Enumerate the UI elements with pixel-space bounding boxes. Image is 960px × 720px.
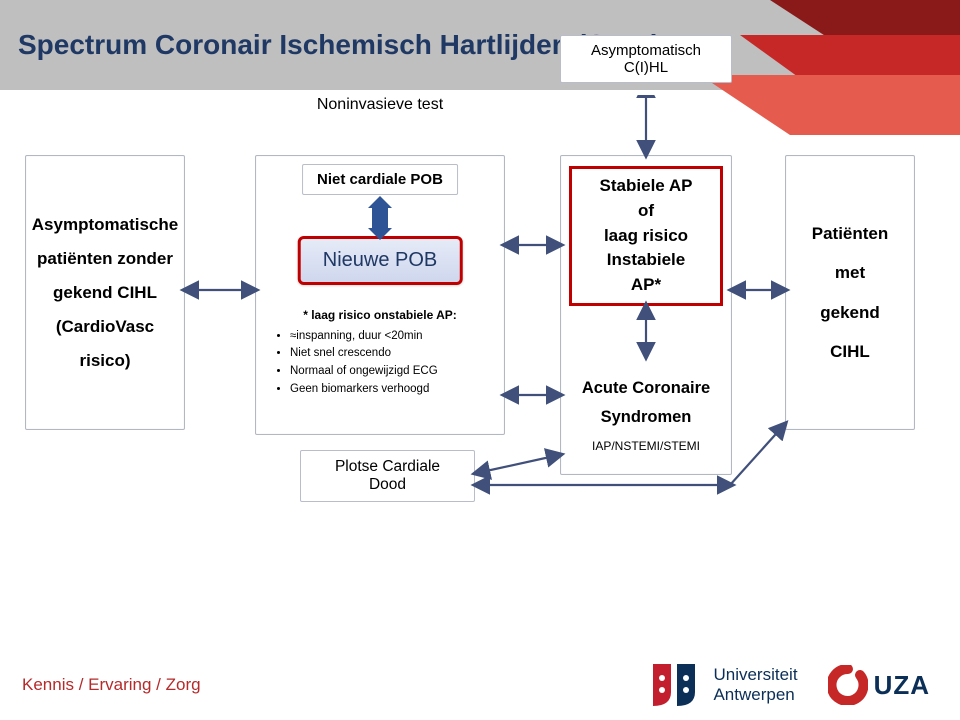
stabiele-l5: AP* xyxy=(631,273,661,298)
acs-l1: Acute Coronaire xyxy=(582,379,710,397)
header-bar: Spectrum Coronair Ischemisch Hartlijden … xyxy=(0,0,960,90)
diagram-canvas: Asymptomatisch C(I)HL Asymptomatische pa… xyxy=(0,95,960,615)
arrow-plotse-acs xyxy=(477,455,559,473)
plotse-text: Plotse Cardiale Dood xyxy=(335,458,440,493)
box-plotse-dood: Plotse Cardiale Dood xyxy=(300,450,475,502)
box-asymp-cihl: Asymptomatisch C(I)HL xyxy=(560,35,732,83)
acs-label: Acute Coronaire Syndromen IAP/NSTEMI/STE… xyxy=(561,374,731,457)
niet-cardiale-text: Niet cardiale POB xyxy=(317,171,443,188)
stabiele-l3: laag risico xyxy=(604,224,688,249)
col-stabiele-acs: Stabiele AP of laag risico Instabiele AP… xyxy=(560,155,732,475)
footer-tagline: Kennis / Ervaring / Zorg xyxy=(22,675,201,695)
stabiele-l1: Stabiele AP xyxy=(600,174,693,199)
acs-sub: IAP/NSTEMI/STEMI xyxy=(561,436,731,457)
logo-uza: UZA xyxy=(828,665,930,705)
arrow-plotse-right-2 xyxy=(730,425,784,485)
bullets-laag-risico: * laag risico onstabiele AP: ≈inspanning… xyxy=(264,306,496,399)
acs-l2: Syndromen xyxy=(601,408,692,426)
asymp-cihl-text: Asymptomatisch C(I)HL xyxy=(591,42,701,76)
bullet-4: Geen biomarkers verhoogd xyxy=(290,381,496,399)
bullet-2: Niet snel crescendo xyxy=(290,345,496,363)
uza-text: UZA xyxy=(874,670,930,701)
box-nieuwe-pob: Nieuwe POB xyxy=(298,236,463,285)
footer-logos: Universiteit Antwerpen UZA xyxy=(647,660,930,710)
left-l1: Asymptomatische xyxy=(32,208,178,242)
uza-swirl-icon xyxy=(828,665,868,705)
bullet-1: ≈inspanning, duur <20min xyxy=(290,328,496,346)
right-l1: Patiënten xyxy=(812,214,889,253)
box-niet-cardiale-pob: Niet cardiale POB xyxy=(302,164,458,195)
right-l4: CIHL xyxy=(830,332,870,371)
ua-text: Universiteit Antwerpen xyxy=(713,665,797,704)
stabiele-l2: of xyxy=(638,199,654,224)
box-stabiele-ap: Stabiele AP of laag risico Instabiele AP… xyxy=(569,166,723,306)
right-l3: gekend xyxy=(820,293,880,332)
right-l2: met xyxy=(835,253,865,292)
left-l2: patiënten zonder xyxy=(37,242,173,276)
left-l4: (CardioVasc xyxy=(56,310,154,344)
col-middle: Noninvasieve test Niet cardiale POB Nieu… xyxy=(255,155,505,435)
col-known-cihl: Patiënten met gekend CIHL xyxy=(785,155,915,430)
left-l3: gekend CIHL xyxy=(53,276,157,310)
col-asymptomatic-patients: Asymptomatische patiënten zonder gekend … xyxy=(25,155,185,430)
bullet-3: Normaal of ongewijzigd ECG xyxy=(290,363,496,381)
left-l5: risico) xyxy=(79,344,130,378)
noninv-test-label: Noninvasieve test xyxy=(317,96,443,114)
stabiele-l4: Instabiele xyxy=(607,248,685,273)
ua-shield-icon xyxy=(647,660,703,710)
bullets-title: * laag risico onstabiele AP: xyxy=(264,306,496,325)
logo-uantwerpen: Universiteit Antwerpen xyxy=(647,660,797,710)
nieuwe-pob-text: Nieuwe POB xyxy=(323,249,438,271)
